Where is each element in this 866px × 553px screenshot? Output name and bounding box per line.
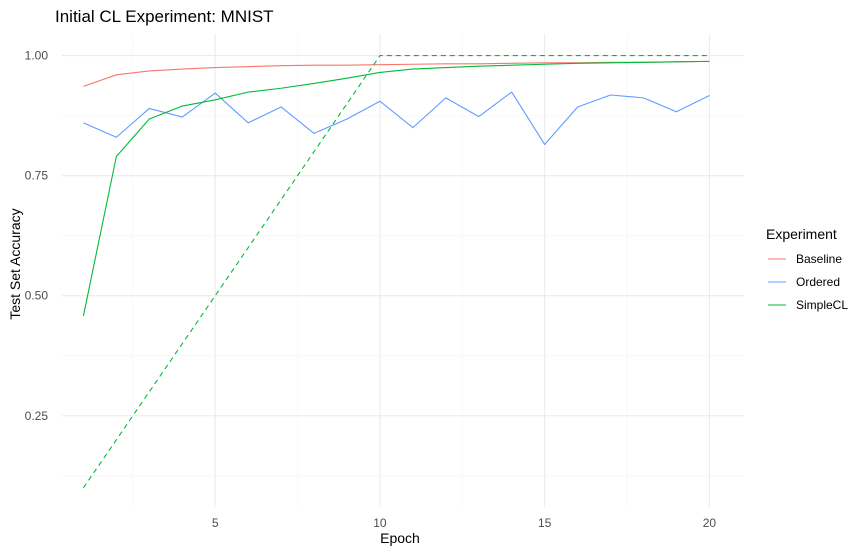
y-tick-label: 1.00 <box>25 49 49 63</box>
y-tick-label: 0.75 <box>25 169 49 183</box>
legend-label-baseline: Baseline <box>796 252 842 266</box>
legend-items: Baseline Ordered SimpleCL <box>768 252 848 312</box>
series-line-simplecl <box>82 60 710 316</box>
legend-label-ordered: Ordered <box>796 275 840 289</box>
plot-grid <box>62 34 744 507</box>
series-layer <box>82 55 710 489</box>
y-axis-ticks: 0.25 0.50 0.75 1.00 <box>25 49 49 423</box>
legend-label-simplecl: SimpleCL <box>796 298 848 312</box>
legend-title: Experiment <box>766 226 837 242</box>
x-tick-label: 15 <box>538 516 552 530</box>
series-line-series-dashed <box>82 55 710 489</box>
y-tick-label: 0.25 <box>25 409 49 423</box>
series-line-baseline <box>83 60 710 87</box>
x-tick-label: 10 <box>373 516 387 530</box>
chart-title: Initial CL Experiment: MNIST <box>55 7 274 26</box>
series-line-ordered <box>83 91 710 145</box>
y-axis-title: Test Set Accuracy <box>7 208 23 319</box>
x-axis-title: Epoch <box>380 530 420 546</box>
x-tick-label: 5 <box>212 516 219 530</box>
y-tick-label: 0.50 <box>25 289 49 303</box>
legend: Experiment Baseline Ordered SimpleCL <box>766 226 848 312</box>
x-axis-ticks: 5 10 15 20 <box>212 516 717 530</box>
x-tick-label: 20 <box>703 516 717 530</box>
